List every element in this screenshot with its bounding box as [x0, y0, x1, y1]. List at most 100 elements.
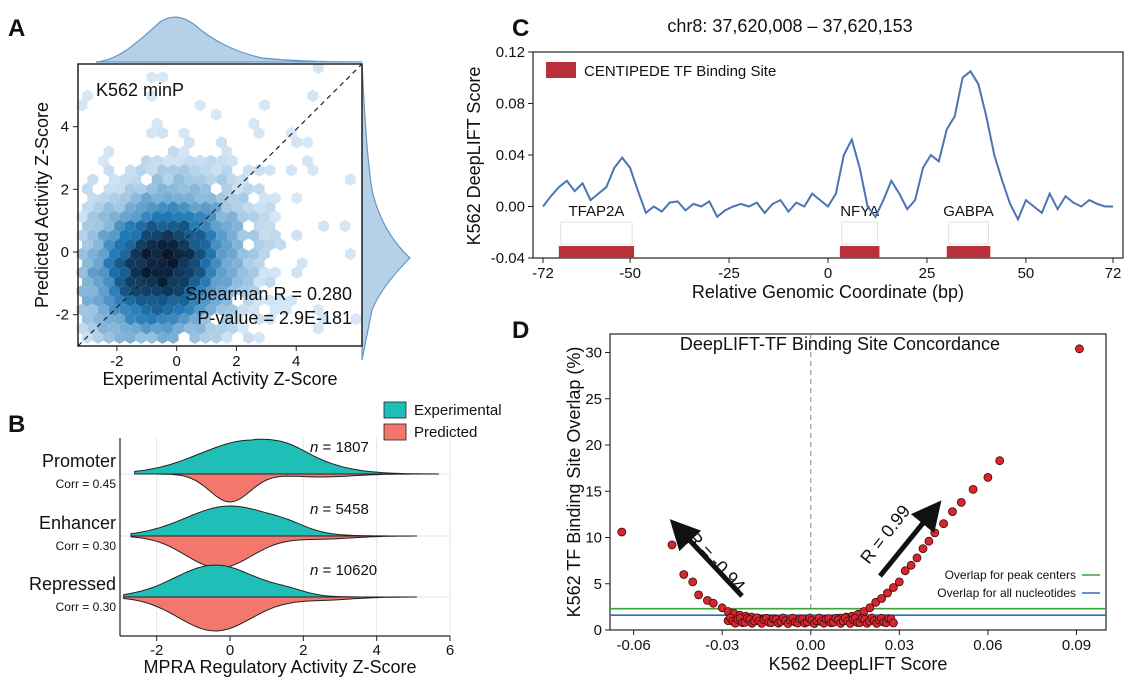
hexbin-cell [253, 294, 265, 307]
hexbin-cell [312, 303, 324, 316]
panel-d-yticks: 0 5 10 15 20 25 30 [585, 345, 610, 639]
violin-top-experimental [130, 505, 417, 537]
hexbin-cell [162, 285, 174, 298]
legend-label-predicted: Predicted [414, 424, 477, 441]
scatter-point [995, 456, 1005, 466]
hexbin-cell [141, 210, 152, 223]
hexbin-cell [98, 322, 109, 335]
hexbin-cell [227, 229, 238, 242]
hexbin-cell [205, 210, 217, 223]
hexbin-cell [269, 303, 281, 316]
hexbin-cell [189, 201, 201, 214]
motif-name: GABPA [943, 203, 994, 220]
hexbin-cell [269, 229, 281, 242]
scatter-point [948, 507, 957, 517]
hexbin-cell [200, 294, 211, 307]
hexbin-cell [184, 210, 195, 223]
hexbin-cell [98, 303, 109, 316]
sequence-logo [560, 221, 633, 245]
hexbin-cell [146, 126, 158, 140]
hexbin-cell [130, 210, 142, 223]
hexbin-cell [162, 154, 174, 168]
panel-d: DeepLIFT-TF Binding Site Concordance R =… [564, 333, 1107, 674]
panel-b-xlabel: MPRA Regulatory Activity Z-Score [143, 657, 416, 677]
hexbin-cell [125, 294, 136, 307]
hexbin-cell [286, 164, 297, 177]
hexbin-cell [82, 182, 93, 196]
hexbin-cell [232, 257, 244, 270]
hexbin-cell [200, 164, 211, 177]
hexbin-cell [92, 219, 104, 233]
hexbin-cell [307, 164, 319, 177]
hexbin-cell [178, 257, 190, 270]
hexbin-cell [103, 145, 115, 158]
panel-d-ytick-label: 0 [594, 622, 602, 639]
hexbin-cell [184, 192, 195, 205]
hexbin-cell [130, 303, 142, 316]
hexbin-cell [184, 303, 195, 316]
sequence-logo [948, 221, 989, 245]
scatter-point [1075, 344, 1084, 354]
hexbin-cell [237, 247, 249, 261]
hexbin-cell [135, 238, 147, 251]
hexbin-cell [119, 229, 131, 242]
hexbin-cell [146, 71, 158, 84]
hexbin-cell [130, 192, 142, 205]
hexbin-cell [264, 201, 276, 214]
hexbin-cell [173, 229, 184, 242]
hexbin-cell [227, 303, 238, 316]
hexbin-cell [114, 238, 125, 251]
hexbin-cell [114, 294, 125, 307]
hexbin-cell [151, 173, 163, 186]
hexbin-cell [259, 229, 270, 242]
binding-site-bar [558, 246, 635, 258]
hexbin-cell [221, 294, 233, 307]
panel-c-ytick-label: -0.04 [491, 250, 525, 267]
hexbin-cell [98, 285, 109, 298]
hexbin-cell [200, 182, 211, 196]
hexbin-cell [243, 201, 254, 214]
hexbin-cell [200, 312, 211, 326]
hexbin-cell [227, 285, 238, 298]
hexbin-cell [157, 257, 168, 270]
hexbin-cell [103, 182, 115, 196]
panel-c-ylabel: K562 DeepLIFT Score [464, 67, 484, 246]
panel-a-xlabel: Experimental Activity Z-Score [102, 369, 337, 389]
hexbin-cell [302, 154, 313, 168]
hexbin-cell [194, 247, 206, 261]
legend-label-peak-centers: Overlap for peak centers [945, 568, 1076, 582]
hexbin-cell [135, 201, 147, 214]
hexbin-cell [151, 285, 163, 298]
scatter-point [918, 544, 928, 553]
hexbin-cell [157, 294, 168, 307]
hexbin-cell [227, 210, 238, 223]
hexbin-cell [189, 312, 201, 326]
hexbin-cell [269, 210, 281, 223]
panel-c: chr8: 37,620,008 – 37,620,153 CENTIPEDE … [464, 16, 1124, 302]
panel-d-ytick-label: 10 [585, 530, 602, 547]
hexbin-cell [205, 229, 217, 242]
hexbin-cell [119, 210, 131, 223]
hexbin-cell [312, 61, 324, 75]
hexbin-cell [162, 266, 174, 279]
hexbin-cell [248, 303, 260, 316]
scatter-point [900, 566, 910, 576]
spearman-r-text: Spearman R = 0.280 [185, 284, 352, 304]
hexbin-cell [103, 331, 115, 344]
hexbin-cell [312, 322, 324, 335]
hexbin-cell [173, 285, 184, 298]
hexbin-cell [114, 257, 125, 270]
hexbin-cell [114, 331, 125, 344]
hexbin-cell [243, 294, 254, 307]
hexbin-cell [162, 192, 174, 205]
violins [123, 438, 440, 632]
hexbin-cell [108, 285, 120, 298]
row-name: Promoter [42, 451, 116, 471]
hexbin-cell [92, 201, 104, 214]
hexbin-cell [167, 238, 179, 251]
hexbin-cell [167, 219, 179, 233]
hexbin-cell [167, 145, 179, 158]
hexbin-cell [200, 257, 211, 270]
deeplift-score-line [542, 69, 1113, 222]
